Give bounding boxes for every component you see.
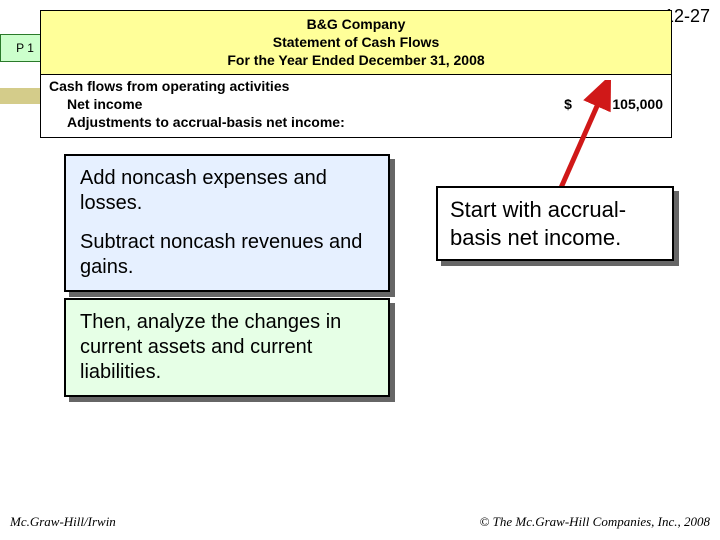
currency-symbol: $ bbox=[553, 96, 583, 112]
section-row: Cash flows from operating activities bbox=[49, 77, 663, 95]
statement-title: Statement of Cash Flows bbox=[49, 33, 663, 51]
adjustments-label: Adjustments to accrual-basis net income: bbox=[67, 114, 663, 130]
callout-green-text: Then, analyze the changes in current ass… bbox=[80, 311, 341, 383]
statement-body: Cash flows from operating activities Net… bbox=[41, 75, 671, 137]
statement-period: For the Year Ended December 31, 2008 bbox=[49, 51, 663, 69]
callout-blue-p1: Add noncash expenses and losses. bbox=[80, 166, 374, 216]
callout-black-text: Start with accrual-basis net income. bbox=[450, 197, 626, 250]
company-name: B&G Company bbox=[49, 15, 663, 33]
footer-right: © The Mc.Graw-Hill Companies, Inc., 2008 bbox=[480, 514, 711, 530]
adjustments-row: Adjustments to accrual-basis net income: bbox=[49, 113, 663, 131]
net-income-label: Net income bbox=[67, 96, 553, 112]
callout-blue-p2: Subtract noncash revenues and gains. bbox=[80, 230, 374, 280]
net-income-value: 105,000 bbox=[583, 96, 663, 112]
callout-blue: Add noncash expenses and losses. Subtrac… bbox=[64, 154, 390, 292]
callout-green: Then, analyze the changes in current ass… bbox=[64, 298, 390, 397]
p1-label: P 1 bbox=[16, 41, 34, 55]
net-income-row: Net income $ 105,000 bbox=[49, 95, 663, 113]
footer-left: Mc.Graw-Hill/Irwin bbox=[10, 514, 116, 530]
section-label: Cash flows from operating activities bbox=[49, 78, 663, 94]
statement-table: B&G Company Statement of Cash Flows For … bbox=[40, 10, 672, 138]
callout-black: Start with accrual-basis net income. bbox=[436, 186, 674, 261]
statement-header: B&G Company Statement of Cash Flows For … bbox=[41, 11, 671, 75]
